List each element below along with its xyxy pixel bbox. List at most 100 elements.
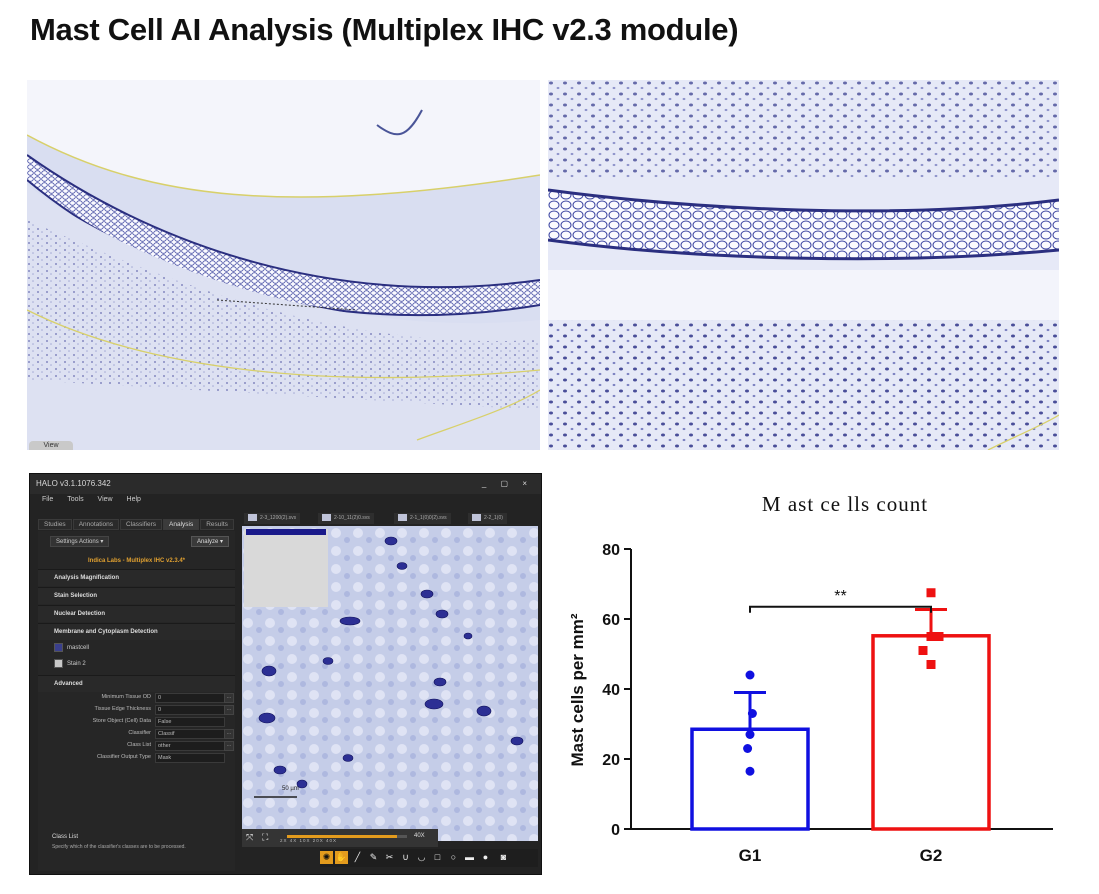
significance-bracket (749, 605, 932, 613)
field-label: Classifier (128, 730, 151, 736)
more-button[interactable]: ... (224, 705, 234, 715)
halo-window: HALO v3.1.1076.342 _ ▢ × File Tools View… (29, 473, 542, 875)
view-button[interactable]: View (29, 441, 73, 450)
viewer-tissue-graphic (242, 526, 538, 841)
data-point (743, 744, 753, 753)
zoom-ticks: 2X 4X 10X 20X 40X (280, 838, 338, 843)
image-tab[interactable]: 2-10_11(2)0.svs (318, 513, 374, 524)
dye-stain-2[interactable]: Stain 2 (54, 659, 86, 668)
fullscreen-icon[interactable]: ⛶ (262, 832, 269, 842)
y-tick-label: 20 (602, 752, 620, 769)
more-button[interactable]: ... (224, 693, 234, 703)
menu-view[interactable]: View (97, 496, 113, 503)
analysis-settings-panel: Settings Actions ▾ Analyze ▾ Indica Labs… (38, 531, 235, 871)
field-label: Tissue Edge Thickness (94, 706, 151, 712)
data-point (745, 730, 755, 739)
field-label: Class List (127, 742, 151, 748)
module-name: Indica Labs - Multiplex IHC v2.3.4* (87, 558, 186, 564)
brush-icon[interactable]: ✺ (320, 851, 333, 864)
tab-results[interactable]: Results (200, 519, 234, 530)
circle-icon[interactable]: ○ (450, 852, 457, 862)
fit-icon[interactable]: ⤧ (246, 832, 254, 842)
tab-analysis[interactable]: Analysis (163, 519, 200, 530)
hand-icon[interactable]: ✋ (335, 851, 348, 864)
section-nuclear-detection[interactable]: Nuclear Detection (38, 605, 235, 622)
classifier-field[interactable]: Classif (155, 729, 225, 739)
menu-help[interactable]: Help (126, 496, 141, 503)
zoom-slider[interactable] (287, 835, 407, 838)
tab-annotations[interactable]: Annotations (72, 519, 120, 530)
y-tick-label: 40 (602, 682, 620, 699)
thumbnail-icon (322, 514, 331, 522)
settings-actions-button[interactable]: Settings Actions ▾ (50, 536, 110, 547)
dye-mastcell[interactable]: mastcell (54, 643, 89, 652)
x-tick-label: G1 (739, 846, 762, 865)
menu-file[interactable]: File (42, 496, 54, 503)
image-tab[interactable]: 2-2_1(0) (468, 513, 507, 524)
mast-cell-chart: M ast ce lls count Mast cells per mm² 0 20 4… (555, 480, 1095, 885)
store-object-data-select[interactable]: False (155, 717, 225, 727)
y-tick-label: 0 (611, 822, 620, 839)
halo-menubar: File Tools View Help (30, 496, 541, 508)
bar (690, 727, 810, 831)
halo-titlebar: HALO v3.1.1076.342 _ ▢ × (30, 474, 541, 494)
class-list-field[interactable]: other (155, 741, 225, 751)
classifier-output-type-select[interactable]: Mask (155, 753, 225, 763)
scissors-icon[interactable]: ✂ (385, 852, 394, 862)
dye-swatch (54, 643, 63, 652)
dye-swatch (54, 659, 63, 668)
significance-label: ** (834, 588, 846, 605)
thumbnail-icon (472, 514, 481, 522)
field-label: Store Object (Cell) Data (92, 718, 151, 724)
field-label: Classifier Output Type (96, 754, 151, 760)
data-point (747, 709, 757, 718)
class-list-description: Specify which of the classifier's classe… (52, 844, 186, 850)
thumbnail-icon (248, 514, 257, 522)
y-tick-label: 60 (602, 612, 620, 629)
halo-window-title: HALO v3.1.1076.342 (36, 479, 111, 488)
camera-icon[interactable]: ◙ (500, 852, 507, 862)
min-tissue-od-field[interactable]: 0 (155, 693, 225, 703)
pin-icon[interactable]: ● (482, 852, 489, 862)
menu-tools[interactable]: Tools (67, 496, 84, 503)
class-list-title: Class List (52, 834, 79, 840)
section-stain-selection[interactable]: Stain Selection (38, 587, 235, 604)
more-button[interactable]: ... (224, 741, 234, 751)
pen-icon[interactable]: ╱ (354, 852, 361, 862)
section-membrane-cytoplasm[interactable]: Membrane and Cytoplasm Detection (38, 623, 235, 640)
magnet-icon[interactable]: ∪ (402, 852, 409, 862)
data-point (926, 660, 936, 669)
zoom-bar: ⤧ ⛶ 2X 4X 10X 20X 40X 40X (242, 829, 438, 847)
image-tab[interactable]: 2-1_1(0)0(2).svs (394, 513, 451, 524)
data-point (934, 632, 944, 641)
halo-tabs: Studies Annotations Classifiers Analysis Res… (38, 519, 235, 531)
pen2-icon[interactable]: ✎ (369, 852, 378, 862)
image-tab[interactable]: 2-3_1200(2).svs (244, 513, 301, 524)
y-tick-label: 80 (602, 542, 620, 559)
tab-classifiers[interactable]: Classifiers (120, 519, 163, 530)
chart-title: M ast ce lls count (762, 492, 928, 516)
square-icon[interactable]: □ (434, 852, 441, 862)
section-analysis-magnification[interactable]: Analysis Magnification (38, 569, 235, 586)
magnet2-icon[interactable]: ◡ (417, 852, 426, 862)
ruler-icon[interactable]: ▬ (465, 852, 474, 862)
tissue-edge-thickness-field[interactable]: 0 (155, 705, 225, 715)
tab-studies[interactable]: Studies (38, 519, 72, 530)
page-title: Mast Cell AI Analysis (Multiplex IHC v2.… (30, 12, 739, 47)
data-point (745, 670, 755, 680)
section-advanced[interactable]: Advanced (38, 675, 235, 692)
analyze-button[interactable]: Analyze ▾ (190, 536, 229, 547)
window-controls[interactable]: _ ▢ × (481, 479, 533, 488)
tissue-zoom-image (548, 80, 1059, 450)
dye-label: Stain 2 (67, 661, 86, 668)
image-viewer[interactable]: 50 µm (242, 526, 538, 841)
slide-label-thumbnail (244, 529, 328, 607)
data-point (926, 588, 936, 598)
more-button[interactable]: ... (224, 729, 234, 739)
annotation-toolbar: ✺ ✋ ╱ ✎ ✂ ∪ ◡ □ ○ ▬ ● ◙ (320, 849, 538, 867)
tissue-overview-image: View (27, 80, 540, 450)
field-label: Minimum Tissue OD (101, 694, 151, 700)
thumbnail-icon (398, 514, 407, 522)
mast-cell-detections (258, 536, 524, 789)
x-tick-label: G2 (920, 846, 943, 865)
